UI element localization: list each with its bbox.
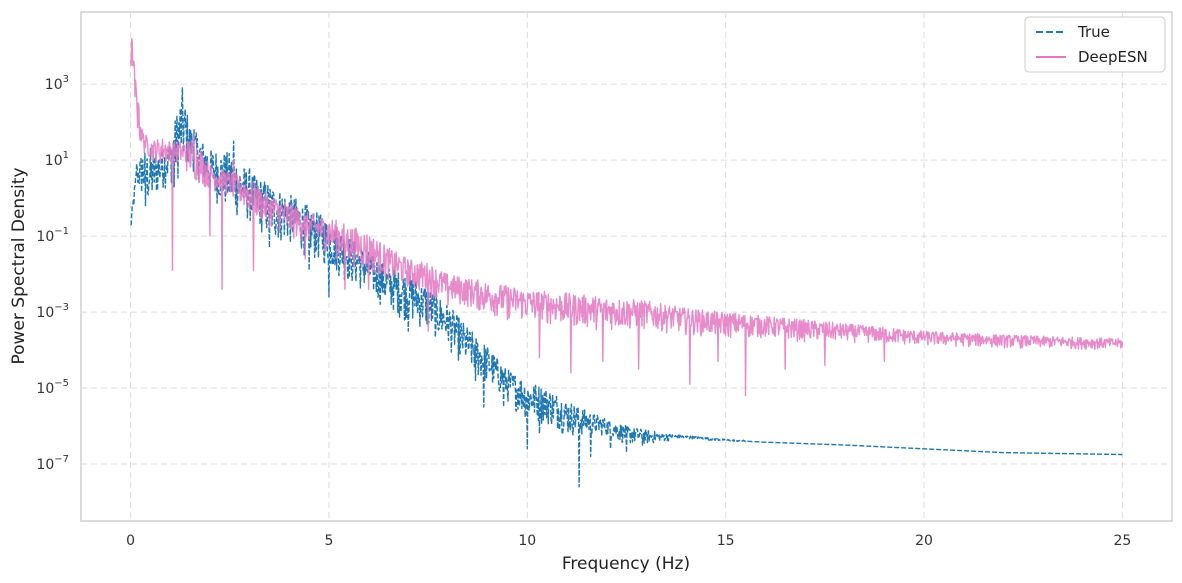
legend: True DeepESN	[1024, 16, 1166, 73]
legend-box	[1024, 16, 1166, 73]
legend-label-true: True	[1077, 23, 1110, 41]
y-tick-label: 10−1	[36, 226, 69, 245]
series-line-deepesn	[129, 37, 1124, 397]
series-lines	[129, 37, 1124, 488]
y-tick-label: 10−3	[36, 302, 69, 321]
x-tick-label: 15	[717, 533, 735, 549]
tick-labels: 0 5 10 15 20 25 103 101 10−1 10−3 10−5 10−7	[36, 74, 1131, 549]
x-tick-label: 0	[126, 533, 135, 549]
y-tick-label: 103	[45, 74, 69, 93]
x-tick-label: 5	[324, 533, 333, 549]
x-tick-label: 10	[518, 533, 536, 549]
x-tick-label: 20	[915, 533, 933, 549]
series-line-true	[130, 87, 1123, 488]
y-axis-label: Power Spectral Density	[9, 167, 29, 364]
y-tick-label: 10−5	[36, 378, 69, 397]
x-tick-label: 25	[1113, 533, 1131, 549]
x-axis-label: Frequency (Hz)	[562, 554, 690, 574]
y-tick-label: 101	[45, 150, 69, 169]
y-tick-label: 10−7	[36, 454, 69, 473]
legend-label-deepesn: DeepESN	[1078, 48, 1148, 66]
